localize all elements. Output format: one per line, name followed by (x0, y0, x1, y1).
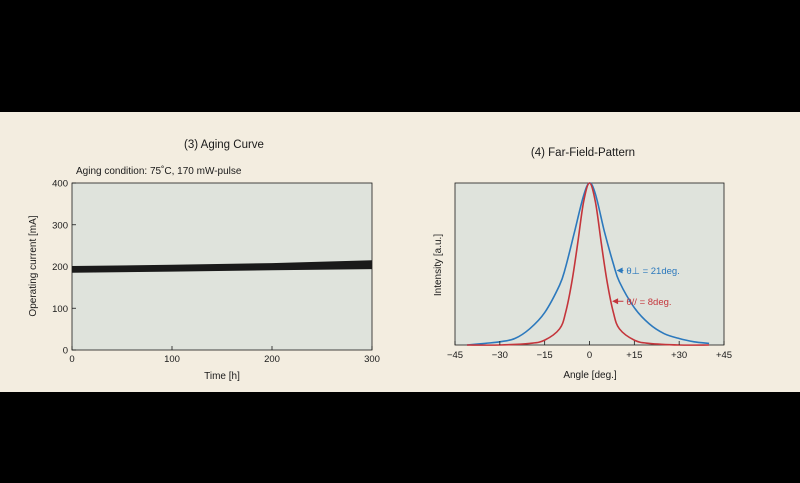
aging-y-tick-label: 400 (52, 179, 68, 190)
ffp-x-tick-label: 0 (587, 350, 592, 361)
ffp-axes: −45 −30 −15 0 +15 +30 +45 (447, 341, 732, 361)
aging-x-axis-label: Time [h] (204, 371, 240, 382)
ffp-x-tick-label: +30 (671, 350, 687, 361)
ffp-x-tick-label: +45 (716, 350, 732, 361)
aging-y-tick-label: 300 (52, 220, 68, 231)
aging-y-tick-label: 200 (52, 262, 68, 273)
ffp-x-tick-label: +15 (626, 350, 642, 361)
aging-series-6 (71, 260, 373, 269)
ffp-plot-area (454, 182, 725, 346)
ffp-annotation-arrowhead (612, 298, 619, 305)
ffp-x-tick-label: −30 (492, 350, 508, 361)
aging-x-tick-label: 300 (364, 354, 380, 365)
aging-x-tick-label: 200 (264, 354, 280, 365)
aging-series-group (71, 260, 373, 273)
aging-x-tick-label: 100 (164, 354, 180, 365)
aging-x-tick-label: 0 (69, 354, 74, 365)
ffp-y-axis-label: Intensity [a.u.] (433, 234, 444, 296)
aging-y-tick-label: 0 (63, 346, 68, 357)
aging-chart-subtitle: Aging condition: 75˚C, 170 mW-pulse (76, 165, 242, 177)
ffp-annotation-label: θ⊥ = 21deg. (626, 266, 679, 277)
ffp-x-axis-label: Angle [deg.] (563, 370, 617, 381)
ffp-x-tick-label: −45 (447, 350, 463, 361)
aging-chart-title: (3) Aging Curve (184, 139, 264, 151)
ffp-annotation-arrowhead (616, 267, 623, 274)
ffp-chart-title: (4) Far-Field-Pattern (531, 147, 635, 159)
ffp-annotations: θ⊥ = 21deg. θ// = 8deg. (612, 266, 680, 308)
ffp-series-group (466, 182, 710, 346)
ffp-parallel-curve (466, 182, 710, 346)
aging-y-tick-label: 100 (52, 304, 68, 315)
aging-y-axis-label: Operating current [mA] (28, 215, 39, 316)
ffp-x-tick-label: −15 (537, 350, 553, 361)
aging-axes: 0 100 200 300 0 100 200 300 400 (52, 179, 380, 366)
ffp-annotation-label: θ// = 8deg. (626, 297, 671, 308)
